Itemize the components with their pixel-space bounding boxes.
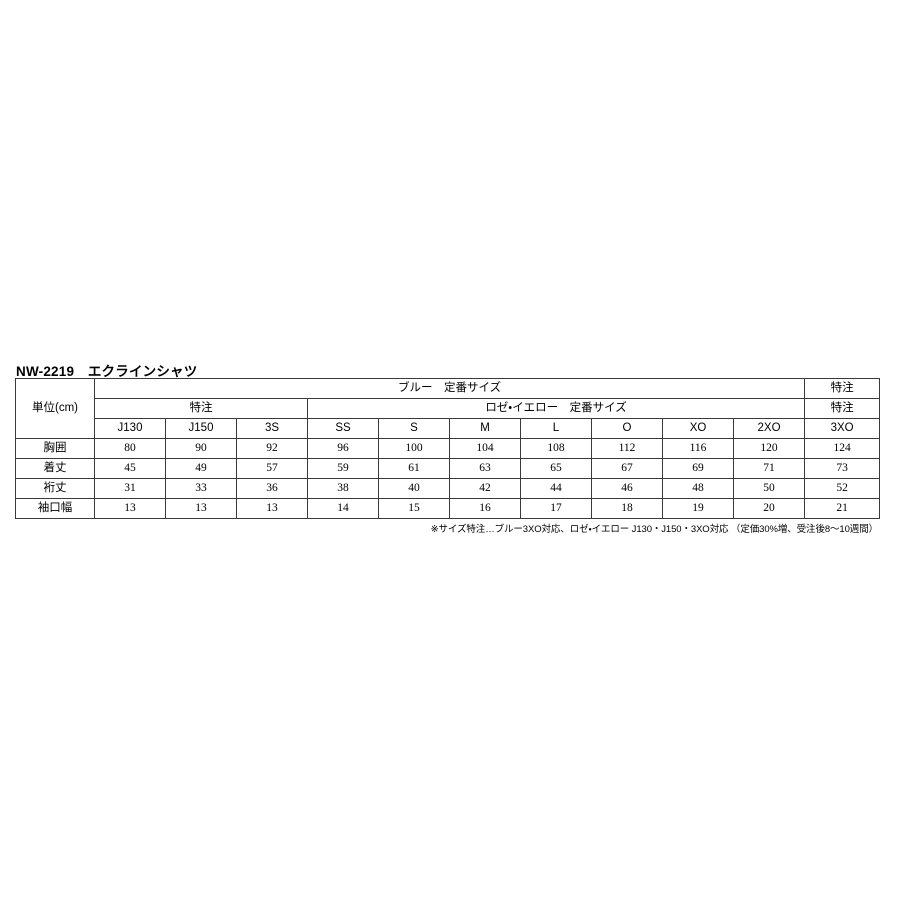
header-row-2: 特注 ロゼ・イエロー 定番サイズ 特注 — [16, 398, 881, 419]
cell-bust-o: 112 — [591, 438, 663, 459]
cell-sleeve-ss: 38 — [307, 478, 379, 499]
size-header-s: S — [378, 418, 450, 439]
cell-length-2xo: 71 — [732, 458, 806, 479]
group-header-rose: ロゼ・イエロー 定番サイズ — [306, 398, 806, 419]
cell-bust-m: 104 — [449, 438, 521, 459]
size-header-o: O — [591, 418, 663, 439]
size-header-2xo: 2XO — [732, 418, 806, 439]
cell-sleeve-l: 44 — [520, 478, 592, 499]
cell-sleeve-j150: 33 — [165, 478, 237, 499]
group-header-right-spec-1: 特注 — [804, 378, 881, 399]
cell-bust-3s: 92 — [236, 438, 308, 459]
cell-cuff-3s: 13 — [236, 498, 308, 519]
size-header-j150: J150 — [165, 418, 237, 439]
cell-bust-s: 100 — [378, 438, 450, 459]
cell-bust-ss: 96 — [307, 438, 379, 459]
table-row: 着丈 45 49 57 59 61 63 65 67 69 71 73 — [15, 458, 881, 479]
cell-sleeve-3s: 36 — [236, 478, 308, 499]
group-header-left-spec: 特注 — [94, 398, 308, 419]
cell-length-3xo: 73 — [804, 458, 881, 479]
size-table-container: 単位(cm) ブルー 定番サイズ 特注 特注 ロゼ・イエロー 定番サイズ 特注 … — [15, 378, 881, 519]
cell-sleeve-m: 42 — [449, 478, 521, 499]
cell-cuff-s: 15 — [378, 498, 450, 519]
size-header-l: L — [520, 418, 592, 439]
cell-length-ss: 59 — [307, 458, 379, 479]
header-row-sizes: J130 J150 3S SS S M L O XO 2XO 3XO — [16, 418, 881, 439]
cell-sleeve-o: 46 — [591, 478, 663, 499]
cell-length-m: 63 — [449, 458, 521, 479]
row-label-sleeve-length: 裄丈 — [15, 478, 95, 499]
size-header-3xo: 3XO — [804, 418, 881, 439]
size-table: 単位(cm) ブルー 定番サイズ 特注 特注 ロゼ・イエロー 定番サイズ 特注 … — [15, 378, 881, 519]
size-header-m: M — [449, 418, 521, 439]
cell-cuff-j150: 13 — [165, 498, 237, 519]
cell-sleeve-xo: 48 — [662, 478, 734, 499]
cell-sleeve-2xo: 50 — [732, 478, 806, 499]
group-header-right-spec-2: 特注 — [804, 398, 881, 419]
cell-bust-2xo: 120 — [732, 438, 806, 459]
cell-cuff-xo: 19 — [662, 498, 734, 519]
row-label-cuff-width: 袖口幅 — [15, 498, 95, 519]
table-row: 裄丈 31 33 36 38 40 42 44 46 48 50 52 — [15, 478, 881, 499]
cell-cuff-o: 18 — [591, 498, 663, 519]
cell-cuff-3xo: 21 — [804, 498, 881, 519]
cell-cuff-m: 16 — [449, 498, 521, 519]
table-row: 胸囲 80 90 92 96 100 104 108 112 116 120 1… — [15, 438, 881, 459]
cell-cuff-2xo: 20 — [732, 498, 806, 519]
size-header-3s: 3S — [236, 418, 308, 439]
cell-bust-l: 108 — [520, 438, 592, 459]
size-header-j130: J130 — [94, 418, 166, 439]
cell-length-3s: 57 — [236, 458, 308, 479]
table-body: 胸囲 80 90 92 96 100 104 108 112 116 120 1… — [15, 438, 881, 519]
row-label-bust: 胸囲 — [15, 438, 95, 459]
row-label-length: 着丈 — [15, 458, 95, 479]
cell-length-j150: 49 — [165, 458, 237, 479]
cell-length-l: 65 — [520, 458, 592, 479]
cell-cuff-l: 17 — [520, 498, 592, 519]
group-header-blue: ブルー 定番サイズ — [93, 378, 806, 399]
header-row-1: 単位(cm) ブルー 定番サイズ 特注 — [15, 378, 881, 439]
size-header-ss: SS — [307, 418, 379, 439]
page-title: NW-2219 エクラインシャツ — [16, 364, 198, 379]
table-header: 単位(cm) ブルー 定番サイズ 特注 特注 ロゼ・イエロー 定番サイズ 特注 … — [15, 378, 881, 439]
cell-length-j130: 45 — [94, 458, 166, 479]
cell-sleeve-3xo: 52 — [804, 478, 881, 499]
footnote-text: ※サイズ特注…ブルー3XO対応、ロゼ・イエロー J130・J150・3XO対応 … — [430, 524, 878, 535]
cell-cuff-ss: 14 — [307, 498, 379, 519]
cell-length-xo: 69 — [662, 458, 734, 479]
cell-cuff-j130: 13 — [94, 498, 166, 519]
cell-sleeve-j130: 31 — [94, 478, 166, 499]
cell-bust-3xo: 124 — [804, 438, 881, 459]
cell-length-s: 61 — [378, 458, 450, 479]
unit-header-cell: 単位(cm) — [15, 378, 95, 439]
cell-length-o: 67 — [591, 458, 663, 479]
table-row: 袖口幅 13 13 13 14 15 16 17 18 19 20 21 — [15, 498, 881, 519]
cell-bust-j150: 90 — [165, 438, 237, 459]
cell-bust-j130: 80 — [94, 438, 166, 459]
cell-sleeve-s: 40 — [378, 478, 450, 499]
size-header-xo: XO — [662, 418, 734, 439]
cell-bust-xo: 116 — [662, 438, 734, 459]
